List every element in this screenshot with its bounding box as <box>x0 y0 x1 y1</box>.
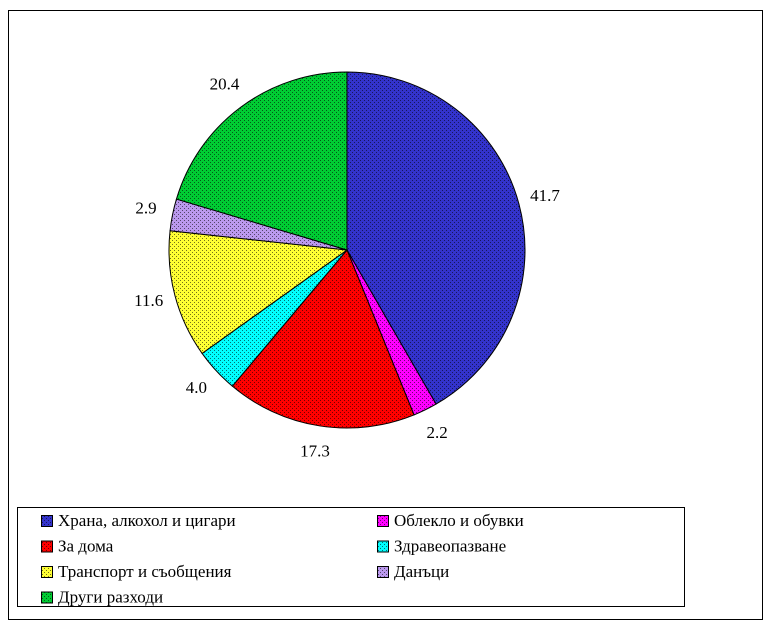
data-label: 2.2 <box>426 423 447 442</box>
legend-label: Храна, алкохол и цигари <box>58 511 236 530</box>
legend-swatch <box>41 515 53 527</box>
data-label: 11.6 <box>134 291 163 310</box>
legend-swatch <box>377 540 389 553</box>
pie-slice <box>231 249 415 429</box>
legend-swatch <box>41 591 53 604</box>
legend-label: Облекло и обувки <box>394 511 524 530</box>
legend-swatch <box>377 566 389 578</box>
pie-slice <box>168 230 349 355</box>
data-label: 41.7 <box>530 186 560 205</box>
pie-slice <box>175 71 348 251</box>
legend-swatch <box>377 515 389 527</box>
pie-slice <box>346 71 526 405</box>
legend-label: За дома <box>58 536 114 555</box>
legend-box <box>17 507 685 607</box>
legend-swatch <box>41 566 53 578</box>
legend-label: Данъци <box>394 562 449 581</box>
data-label: 2.9 <box>135 198 156 217</box>
legend-label: Здравеопазване <box>394 536 506 555</box>
data-label: 4.0 <box>186 378 207 397</box>
legend-swatch <box>41 540 53 553</box>
legend-label: Транспорт и съобщения <box>58 562 232 581</box>
legend-label: Други разходи <box>58 587 163 606</box>
data-label: 17.3 <box>300 441 330 460</box>
data-label: 20.4 <box>210 75 240 94</box>
